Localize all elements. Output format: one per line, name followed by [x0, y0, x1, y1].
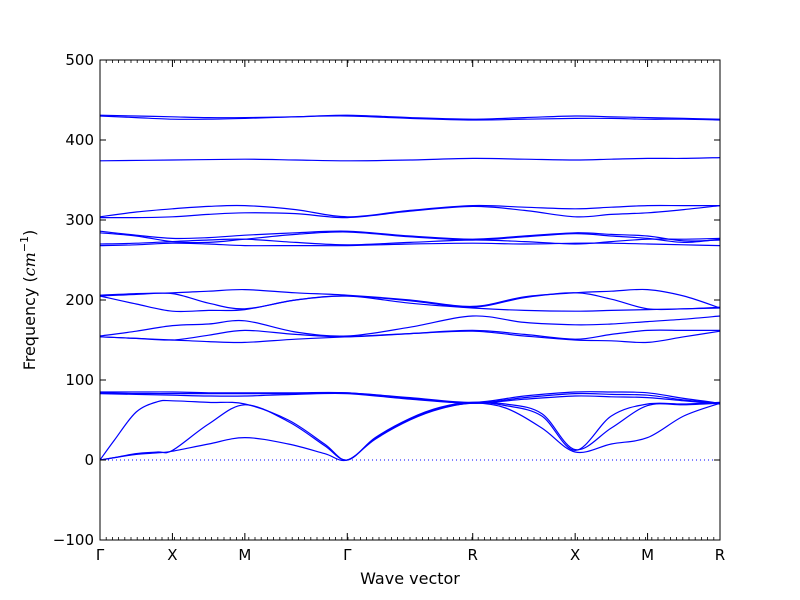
band-line-13 [99, 315, 721, 337]
band-line-21 [99, 402, 721, 462]
y-axis-title-close: ) [20, 230, 39, 236]
band-line-3 [99, 157, 721, 162]
x-tick-label: Γ [96, 546, 105, 564]
y-tick-label: 0 [84, 451, 94, 469]
x-tick-label: R [468, 546, 478, 564]
y-axis-title: Frequency (cm−1) [18, 230, 39, 371]
y-axis-title-main: Frequency ( [20, 276, 39, 370]
band-line-19 [99, 399, 721, 461]
band-line-1 [99, 114, 721, 120]
y-axis-title-exponent: −1 [18, 236, 31, 252]
band-line-10 [99, 288, 721, 309]
band-line-17 [99, 391, 721, 404]
y-tick-label: 200 [65, 291, 94, 309]
plot-frame [99, 59, 721, 541]
band-line-16 [100, 391, 721, 404]
band-line-8 [99, 237, 721, 246]
y-tick-label: −100 [53, 531, 94, 549]
band-line-2 [99, 115, 721, 121]
x-tick-label: Γ [343, 546, 352, 564]
band-line-12 [99, 295, 721, 313]
band-line-15 [99, 330, 721, 344]
band-line-6 [99, 230, 721, 242]
x-axis-title: Wave vector [360, 569, 460, 588]
x-tick-label: M [238, 546, 251, 564]
band-line-5 [99, 205, 721, 219]
x-tick-label: X [167, 546, 177, 564]
tick-labels-layer: −100 0 100 200 300 400 500 Γ X M Γ R X M R [53, 51, 725, 564]
band-line-4 [99, 204, 720, 218]
x-tick-label: M [641, 546, 654, 564]
y-tick-label: 500 [65, 51, 94, 69]
y-tick-label: 300 [65, 211, 94, 229]
band-line-11 [99, 292, 721, 311]
x-tick-label: X [570, 546, 580, 564]
x-tick-label: R [715, 546, 725, 564]
y-tick-label: 100 [65, 371, 94, 389]
bands-layer [99, 114, 721, 462]
y-tick-label: 400 [65, 131, 94, 149]
band-line-9 [99, 242, 721, 247]
band-line-7 [99, 231, 721, 244]
band-line-18 [99, 392, 721, 405]
y-axis-title-unit: cm [20, 252, 39, 276]
